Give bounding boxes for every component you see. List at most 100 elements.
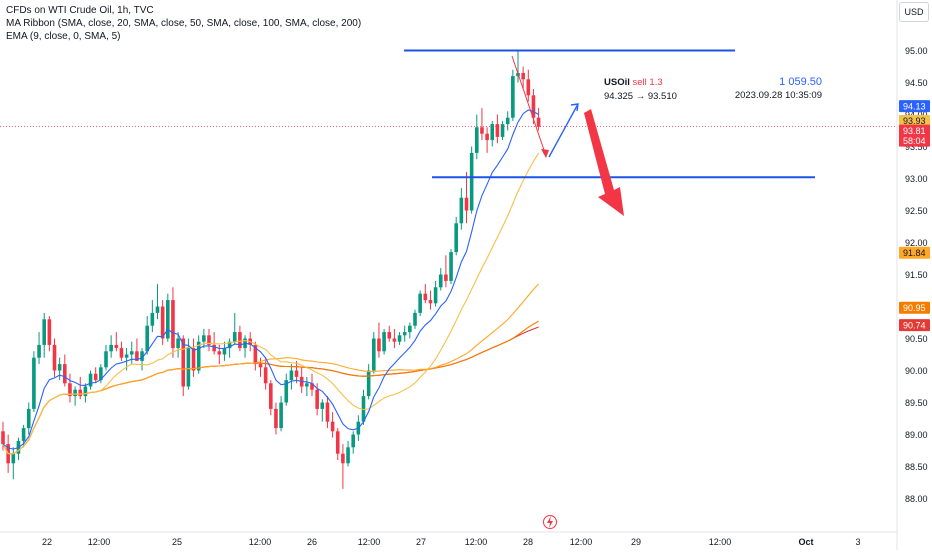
candle-body xyxy=(341,453,345,464)
price-label: 58:04 xyxy=(903,136,926,146)
candle-body xyxy=(68,383,72,397)
forecast-up-arrow-head xyxy=(570,103,579,112)
candle-body xyxy=(217,351,222,355)
candle-body xyxy=(387,332,392,339)
candle-body xyxy=(258,364,263,368)
candle-body xyxy=(495,124,500,137)
candle-body xyxy=(444,274,448,281)
candle-body xyxy=(232,332,237,342)
candle-body xyxy=(150,312,155,326)
candle-body xyxy=(438,274,443,288)
price-label-bg xyxy=(899,100,930,113)
y-tick-label: 94.50 xyxy=(905,78,928,88)
candle-body xyxy=(155,306,160,313)
y-tick-label: 95.00 xyxy=(905,46,928,56)
candle-body xyxy=(305,383,309,387)
legend-ema[interactable]: EMA (9, close, 0, SMA, 5) xyxy=(6,31,121,42)
candle-body xyxy=(145,325,149,352)
ema9-line xyxy=(2,109,539,450)
candle-body xyxy=(73,389,77,397)
x-tick-label: 12:00 xyxy=(249,537,272,547)
price-label-bg xyxy=(899,114,930,127)
candle-body xyxy=(413,312,417,326)
candle-body xyxy=(320,402,325,409)
x-tick-label: 28 xyxy=(523,537,533,547)
candle-body xyxy=(119,348,124,358)
candle-body xyxy=(521,72,525,80)
candle-body xyxy=(511,76,515,118)
x-tick-label: 12:00 xyxy=(570,537,593,547)
x-tick-label: 3 xyxy=(855,537,860,547)
trade-arrow-line xyxy=(511,55,547,157)
candle-body xyxy=(47,319,52,345)
candle-body xyxy=(289,370,294,381)
candle-body xyxy=(284,380,289,403)
currency-button[interactable]: USD xyxy=(899,2,929,22)
candle-body xyxy=(423,293,428,301)
candle-body xyxy=(346,447,350,464)
candle-body xyxy=(475,127,479,153)
y-tick-label: 91.50 xyxy=(905,270,928,280)
candle-body xyxy=(135,351,139,361)
candle-body xyxy=(351,434,355,448)
trade-side: sell 1.3 xyxy=(632,77,663,88)
y-tick-label: 90.00 xyxy=(905,366,928,376)
x-tick-label: 12:00 xyxy=(465,537,488,547)
candle-body xyxy=(500,124,505,137)
candle-body xyxy=(104,351,108,368)
candle-body xyxy=(325,402,330,422)
candle-body xyxy=(129,351,134,355)
x-tick-label: 12:00 xyxy=(709,537,732,547)
candle-body xyxy=(124,354,129,358)
candle-body xyxy=(88,373,93,387)
y-tick-label: 93.00 xyxy=(905,174,928,184)
price-label-bg xyxy=(899,124,930,137)
price-label: 90.95 xyxy=(903,303,926,313)
candle-body xyxy=(531,95,536,118)
y-tick-label: 89.50 xyxy=(905,398,928,408)
price-label-bg xyxy=(899,301,930,314)
y-tick-label: 89.00 xyxy=(905,430,928,440)
candle-body xyxy=(315,389,319,409)
candle-body xyxy=(52,344,57,371)
candle-body xyxy=(377,338,381,352)
candle-body xyxy=(186,348,191,387)
candle-body xyxy=(99,367,103,381)
legend-ma-ribbon[interactable]: MA Ribbon (SMA, close, 20, SMA, close, 5… xyxy=(6,18,362,29)
candle-body xyxy=(408,325,412,333)
candle-body xyxy=(83,386,88,397)
y-tick-label: 92.00 xyxy=(905,238,928,248)
candle-body xyxy=(32,357,36,409)
trade-arrow-head xyxy=(541,149,549,158)
trade-info: USOil sell 1.3 94.325 → 93.510 xyxy=(604,77,677,102)
candle-body xyxy=(526,79,531,96)
candle-body xyxy=(93,373,98,381)
candle-body xyxy=(428,300,433,304)
candle-body xyxy=(78,389,83,397)
candle-body xyxy=(397,335,402,342)
candle-body xyxy=(238,332,242,349)
sma20-line xyxy=(2,152,540,455)
candle-body xyxy=(114,344,119,349)
candle-body xyxy=(57,364,62,371)
candle-body xyxy=(207,335,211,345)
candle-body xyxy=(361,396,366,422)
candle-body xyxy=(433,287,438,304)
candle-body xyxy=(191,348,196,371)
x-tick-label: Oct xyxy=(798,537,813,547)
candle-body xyxy=(402,332,407,336)
candle-body xyxy=(279,402,283,429)
candle-body xyxy=(294,370,299,377)
price-label: 94.13 xyxy=(903,101,926,111)
candle-body xyxy=(366,370,371,397)
candle-body xyxy=(263,367,268,384)
candle-body xyxy=(212,344,216,352)
candle-body xyxy=(63,364,67,384)
chart-legend: CFDs on WTI Crude Oil, 1h, TVC MA Ribbon… xyxy=(6,4,361,43)
candle-body xyxy=(181,338,186,387)
legend-title: CFDs on WTI Crude Oil, 1h, TVC xyxy=(6,5,154,16)
candle-body xyxy=(140,351,144,361)
candle-body xyxy=(37,344,41,358)
